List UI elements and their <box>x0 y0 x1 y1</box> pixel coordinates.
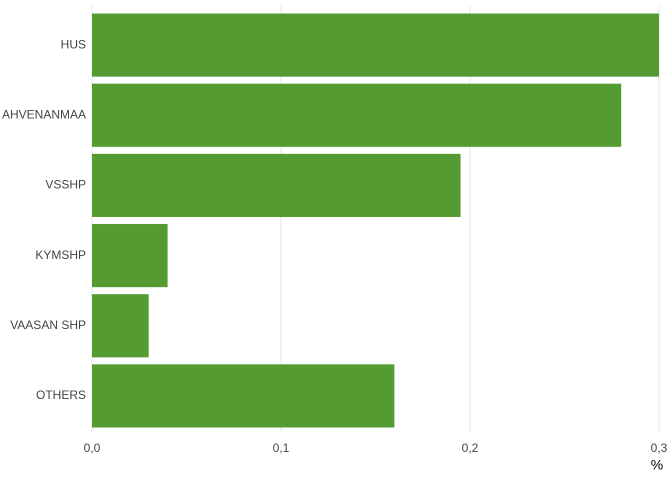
y-tick-label: VAASAN SHP <box>10 318 86 332</box>
bar <box>92 13 659 77</box>
bar <box>92 294 149 358</box>
x-tick-label: 0,0 <box>84 441 101 455</box>
bar <box>92 224 168 288</box>
y-tick-label: VSSHP <box>45 178 86 192</box>
bar <box>92 364 395 428</box>
x-axis-label: % <box>651 457 663 473</box>
y-tick-label: OTHERS <box>36 388 86 402</box>
x-tick-label: 0,1 <box>273 441 290 455</box>
x-tick-label: 0,2 <box>462 441 479 455</box>
x-tick-label: 0,3 <box>651 441 668 455</box>
bar <box>92 153 461 217</box>
y-tick-label: AHVENANMAA <box>2 107 86 121</box>
y-tick-label: HUS <box>61 37 86 51</box>
bar <box>92 83 622 147</box>
y-tick-label: KYMSHP <box>35 248 86 262</box>
